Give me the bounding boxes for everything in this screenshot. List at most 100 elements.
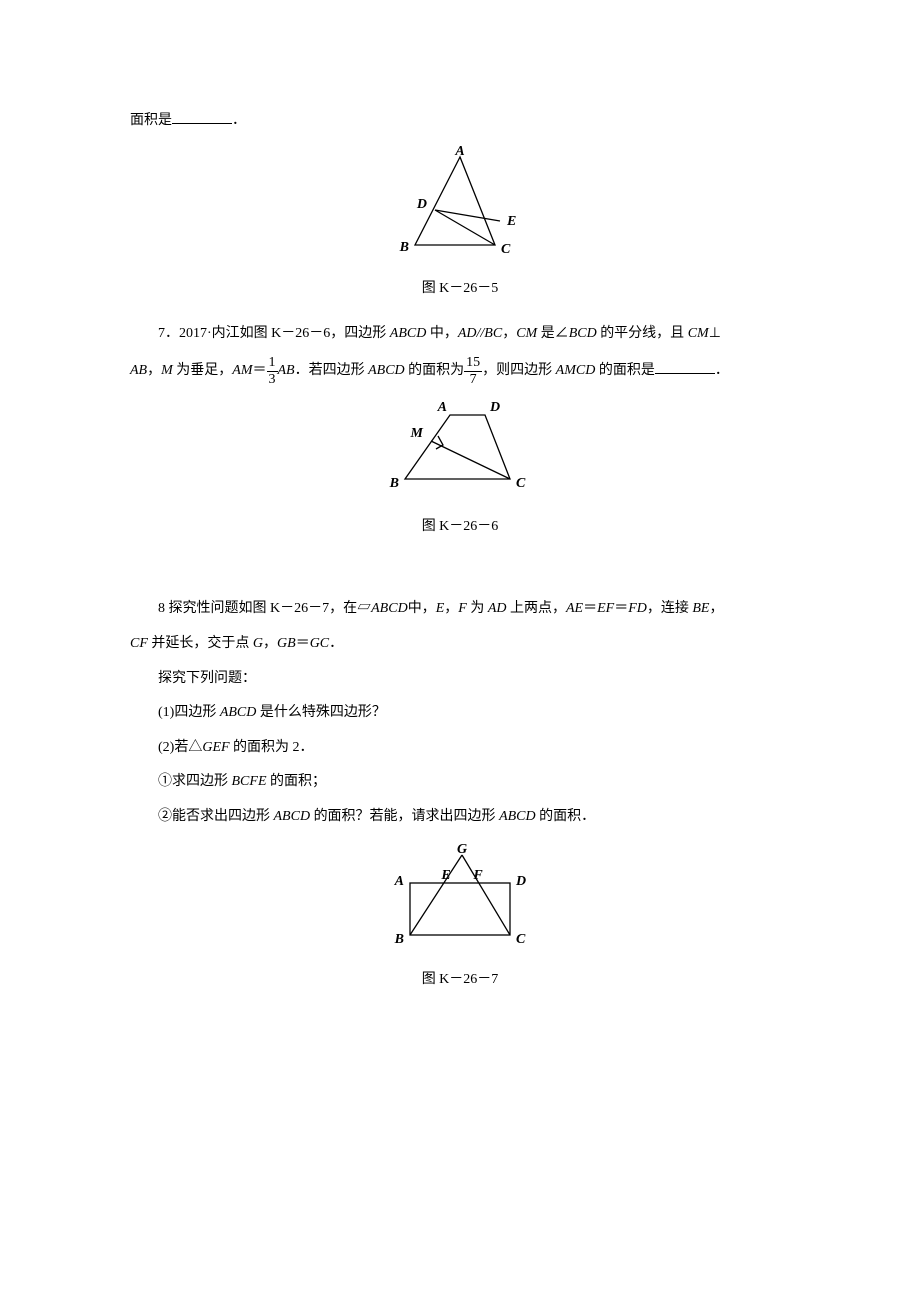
- q8-e: E: [436, 601, 445, 616]
- fig7-label-d: D: [515, 874, 526, 889]
- q7-t1: 7．2017·内江如图 K－26－6，四边形: [158, 326, 390, 341]
- q7-ab2: AB: [278, 363, 295, 378]
- fig7-caption: 图 K－26－7: [130, 967, 790, 994]
- q7-cm2: CM: [688, 326, 709, 341]
- page-content: 面积是． A B C D E 图 K－26－5 7．2017·内江如图 K－26…: [0, 0, 920, 1302]
- figure-5-svg: A B C D E: [395, 145, 525, 260]
- q7-t6: ⊥: [709, 326, 721, 341]
- q8-ae: AE: [566, 601, 583, 616]
- q8-q2: (2)若△GEF 的面积为 2．: [130, 735, 790, 762]
- q7-frac2: 157: [464, 355, 482, 387]
- fig6-label-a: A: [437, 400, 447, 415]
- fig6-label-c: C: [516, 476, 526, 491]
- q8-fd: FD: [628, 601, 647, 616]
- figure-6-svg: A D M B C: [385, 397, 535, 497]
- q8-s1: ①求四边形 BCFE 的面积；: [130, 769, 790, 796]
- q8-s2: ②能否求出四边形 ABCD 的面积？若能，请求出四边形 ABCD 的面积．: [130, 804, 790, 831]
- q8-abcd: ABCD: [371, 601, 408, 616]
- q8-s2c: 的面积．: [536, 809, 596, 824]
- fig5-label-e: E: [506, 214, 516, 229]
- fig5-label-c: C: [501, 242, 511, 257]
- q8-g: G: [253, 636, 263, 651]
- q7-f1d: 3: [267, 372, 278, 387]
- q7-t4: 是∠: [537, 326, 569, 341]
- q8-f: F: [458, 601, 467, 616]
- p1-prefix: 面积是: [130, 113, 172, 128]
- spacer-1: [130, 558, 790, 588]
- q7-line2: AB，M 为垂足，AM＝13AB．若四边形 ABCD 的面积为157，则四边形 …: [130, 355, 790, 387]
- q8-t7: ，: [709, 601, 723, 616]
- q8-s1b: 的面积；: [267, 774, 327, 789]
- q8-s2b: 的面积？若能，请求出四边形: [310, 809, 499, 824]
- q8-t6: ，连接: [647, 601, 693, 616]
- q8-s2a: ②能否求出四边形: [158, 809, 274, 824]
- figure-7: G A E F D B C 图 K－26－7: [130, 841, 790, 994]
- q7-t13: ．: [715, 363, 729, 378]
- q7-t3: ，: [502, 326, 516, 341]
- q8-q1b: 是什么特殊四边形？: [256, 705, 386, 720]
- q8-gef: GEF: [202, 740, 229, 755]
- q7-line1: 7．2017·内江如图 K－26－6，四边形 ABCD 中，AD//BC，CM …: [130, 321, 790, 348]
- q7-abcd2: ABCD: [368, 363, 405, 378]
- q8-eq3: ＝: [296, 636, 310, 651]
- q8-t2: 中，: [408, 601, 436, 616]
- q8-ef: EF: [597, 601, 614, 616]
- q7-m: M: [161, 363, 173, 378]
- q8-line1: 8 探究性问题如图 K－26－7，在▱ABCD中，E，F 为 AD 上两点，AE…: [130, 596, 790, 623]
- q7-t9: ．若四边形: [295, 363, 369, 378]
- fig6-label-m: M: [410, 426, 424, 441]
- fig7-label-g: G: [457, 842, 467, 857]
- q7-t7: ，: [147, 363, 161, 378]
- fig6-label-b: B: [389, 476, 399, 491]
- fig5-label-a: A: [454, 145, 464, 159]
- q7-f2d: 7: [464, 372, 482, 387]
- q8-t5: 上两点，: [506, 601, 566, 616]
- fig7-label-a: A: [394, 874, 404, 889]
- q7-frac1: 13: [267, 355, 278, 387]
- q7-f2n: 15: [464, 355, 482, 371]
- q8-q1: (1)四边形 ABCD 是什么特殊四边形？: [130, 700, 790, 727]
- q8-bcfe: BCFE: [232, 774, 267, 789]
- q7-t10: 的面积为: [405, 363, 465, 378]
- q8-abcd2: ABCD: [220, 705, 257, 720]
- q7-am: AM: [232, 363, 252, 378]
- q8-ad: AD: [488, 601, 507, 616]
- fig5-label-d: D: [416, 197, 427, 212]
- q8-gc: GC: [310, 636, 329, 651]
- q7-t2: 中，: [426, 326, 458, 341]
- fig6-caption: 图 K－26－6: [130, 514, 790, 541]
- figure-7-svg: G A E F D B C: [390, 841, 530, 951]
- p1-blank: [172, 109, 232, 124]
- fig7-label-f: F: [472, 868, 483, 883]
- fig7-label-e: E: [440, 868, 450, 883]
- q8-gb: GB: [277, 636, 296, 651]
- q7-eq1: ＝: [253, 363, 267, 378]
- q8-q2b: 的面积为 2．: [230, 740, 314, 755]
- q8-s1a: ①求四边形: [158, 774, 232, 789]
- q8-explore: 探究下列问题：: [130, 666, 790, 693]
- q7-amcd: AMCD: [556, 363, 596, 378]
- q7-bcd: BCD: [569, 326, 597, 341]
- q8-t9: ，: [263, 636, 277, 651]
- p1: 面积是．: [130, 108, 790, 135]
- q8-line2: CF 并延长，交于点 G，GB＝GC．: [130, 631, 790, 658]
- q8-abcd3: ABCD: [274, 809, 311, 824]
- q8-cf: CF: [130, 636, 148, 651]
- q8-t1: 8 探究性问题如图 K－26－7，在▱: [158, 601, 371, 616]
- q7-ab: AB: [130, 363, 147, 378]
- q8-abcd4: ABCD: [499, 809, 536, 824]
- q8-t10: ．: [329, 636, 343, 651]
- q7-t5: 的平分线，且: [597, 326, 688, 341]
- fig5-caption: 图 K－26－5: [130, 276, 790, 303]
- q8-eq1: ＝: [583, 601, 597, 616]
- q7-f1n: 1: [267, 355, 278, 371]
- q7-blank: [655, 359, 715, 374]
- q7-t11: ，则四边形: [482, 363, 556, 378]
- figure-5: A B C D E 图 K－26－5: [130, 145, 790, 303]
- fig7-label-b: B: [394, 932, 404, 947]
- q8-t3: ，: [444, 601, 458, 616]
- q7-ad: AD: [458, 326, 477, 341]
- q8-be: BE: [692, 601, 709, 616]
- q7-abcd: ABCD: [390, 326, 427, 341]
- q7-bc: BC: [484, 326, 502, 341]
